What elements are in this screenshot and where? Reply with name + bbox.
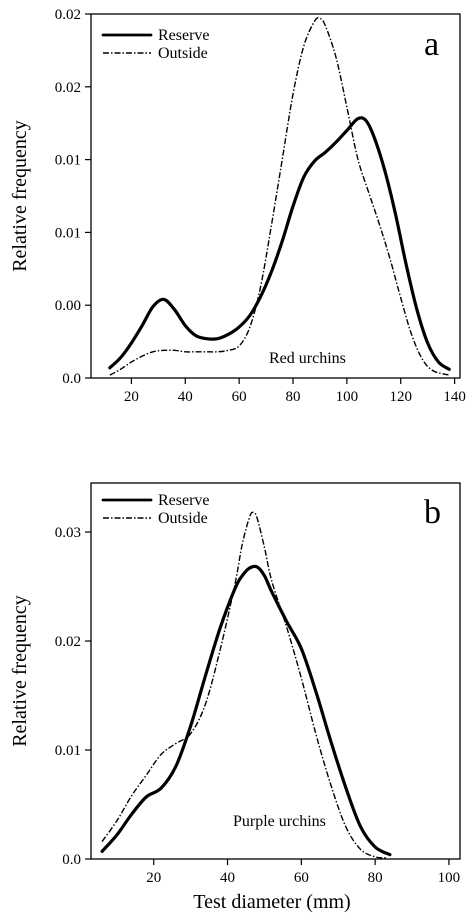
panel-b-reserve-line <box>100 564 392 857</box>
panel-a-letter: a <box>424 26 439 63</box>
panel-b-y-tick-label: 0.03 <box>55 525 81 541</box>
panel-a-x-tick-label: 140 <box>443 389 466 405</box>
panel-b-x-tick-label: 100 <box>438 870 461 886</box>
panel-a-y-tick-label: 0.02 <box>55 7 81 23</box>
panel-a-legend-reserve-label: Reserve <box>158 27 210 44</box>
panel-a-red-urchins: 20 40 60 80 100 120 140 0.0 0.00 0.01 0.01 0.02 0.0… <box>9 7 466 405</box>
panel-b-y-axis-label: Relative frequency <box>9 595 31 747</box>
panel-a-y-tick-label: 0.0 <box>62 371 81 387</box>
panel-b-y-tick-label: 0.02 <box>55 634 81 650</box>
panel-b-x-tick-label: 60 <box>294 870 309 886</box>
panel-b-legend: Reserve Outside <box>101 492 210 527</box>
panel-a-x-tick-label: 60 <box>232 389 247 405</box>
panel-b-legend-reserve-label: Reserve <box>158 492 210 509</box>
panel-b-x-tick-label: 80 <box>368 870 383 886</box>
panel-a-annotation: Red urchins <box>269 350 346 367</box>
panel-a-x-tick-label: 120 <box>389 389 412 405</box>
panel-b-frame <box>90 482 461 860</box>
panel-a-y-tick-label: 0.01 <box>55 225 81 241</box>
panel-a-y-tick-label: 0.01 <box>55 153 81 169</box>
panel-b-y-tick-label: 0.0 <box>62 852 81 868</box>
panel-b-x-axis-label: Test diameter (mm) <box>193 891 350 913</box>
panel-a-x-tick-label: 100 <box>336 389 359 405</box>
panel-a-legend: Reserve Outside <box>101 27 210 62</box>
panel-b-x-tick-label: 40 <box>220 870 235 886</box>
panel-a-frame <box>90 13 461 379</box>
panel-b-letter: b <box>424 494 441 531</box>
panel-b-y-tick-label: 0.01 <box>55 743 81 759</box>
panel-b-annotation: Purple urchins <box>233 813 326 830</box>
panel-b-x-tick-label: 20 <box>146 870 161 886</box>
panel-a-y-axis-label: Relative frequency <box>9 120 31 272</box>
panel-a-x-tick-label: 80 <box>286 389 301 405</box>
panel-a-x-tick-label: 20 <box>124 389 139 405</box>
panel-a-reserve-line <box>108 116 451 371</box>
panel-b-purple-urchins: 20 40 60 80 100 0.0 0.01 0.02 0.03 Reserve Outs… <box>9 482 461 913</box>
panel-b-outside-line <box>101 511 387 859</box>
panel-a-x-tick-label: 40 <box>178 389 193 405</box>
panel-b-legend-outside-label: Outside <box>158 510 208 527</box>
panel-a-y-tick-label: 0.00 <box>55 298 81 314</box>
panel-a-legend-outside-label: Outside <box>158 45 208 62</box>
panel-a-outside-line <box>109 17 450 376</box>
panel-a-y-tick-label: 0.02 <box>55 80 81 96</box>
